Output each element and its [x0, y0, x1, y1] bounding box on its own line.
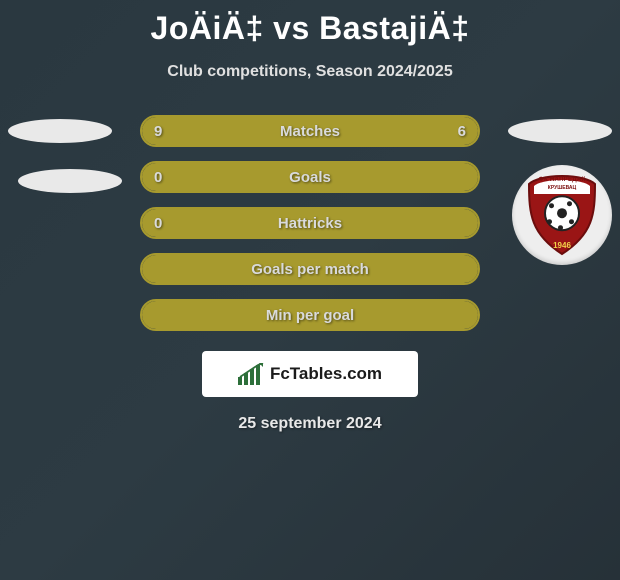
soccer-ball-icon [544, 195, 580, 231]
subtitle: Club competitions, Season 2024/2025 [0, 63, 620, 81]
stat-pill: 0 Hattricks [140, 207, 480, 239]
stats-container: 9 6 Matches 0 Goals 0 Hattricks Goals per match… [0, 115, 620, 331]
stat-pill: Min per goal [140, 299, 480, 331]
stat-value-left: 0 [154, 215, 162, 232]
stat-row: Goals per match [0, 253, 620, 285]
stat-label: Goals [289, 169, 331, 186]
placeholder-ellipse-lower-left [18, 169, 122, 193]
club-crest: ФК НАПРЕДАК КРУШЕВАЦ 1946 [512, 165, 612, 265]
fctables-logo-icon [238, 363, 264, 385]
branding-text: FcTables.com [270, 364, 382, 384]
crest-text-top: ФК НАПРЕДАК [525, 177, 599, 183]
stat-pill: 0 Goals [140, 161, 480, 193]
stat-pill: 9 6 Matches [140, 115, 480, 147]
placeholder-ellipse-right [508, 119, 612, 143]
stat-value-left: 0 [154, 169, 162, 186]
stat-value-left: 9 [154, 123, 162, 140]
date-text: 25 september 2024 [0, 415, 620, 433]
stat-label: Hattricks [278, 215, 342, 232]
stat-row: 9 6 Matches [0, 115, 620, 147]
stat-pill: Goals per match [140, 253, 480, 285]
stat-value-right: 6 [458, 123, 466, 140]
placeholder-ellipse-left [8, 119, 112, 143]
stat-row: Min per goal [0, 299, 620, 331]
stat-label: Min per goal [266, 307, 354, 324]
stat-label: Goals per match [251, 261, 369, 278]
crest-text-mid: КРУШЕВАЦ [525, 185, 599, 191]
page-title: JoÄiÄ‡ vs BastajiÄ‡ [0, 0, 620, 47]
crest-year: 1946 [525, 241, 599, 250]
stat-label: Matches [280, 123, 340, 140]
branding-badge[interactable]: FcTables.com [202, 351, 418, 397]
